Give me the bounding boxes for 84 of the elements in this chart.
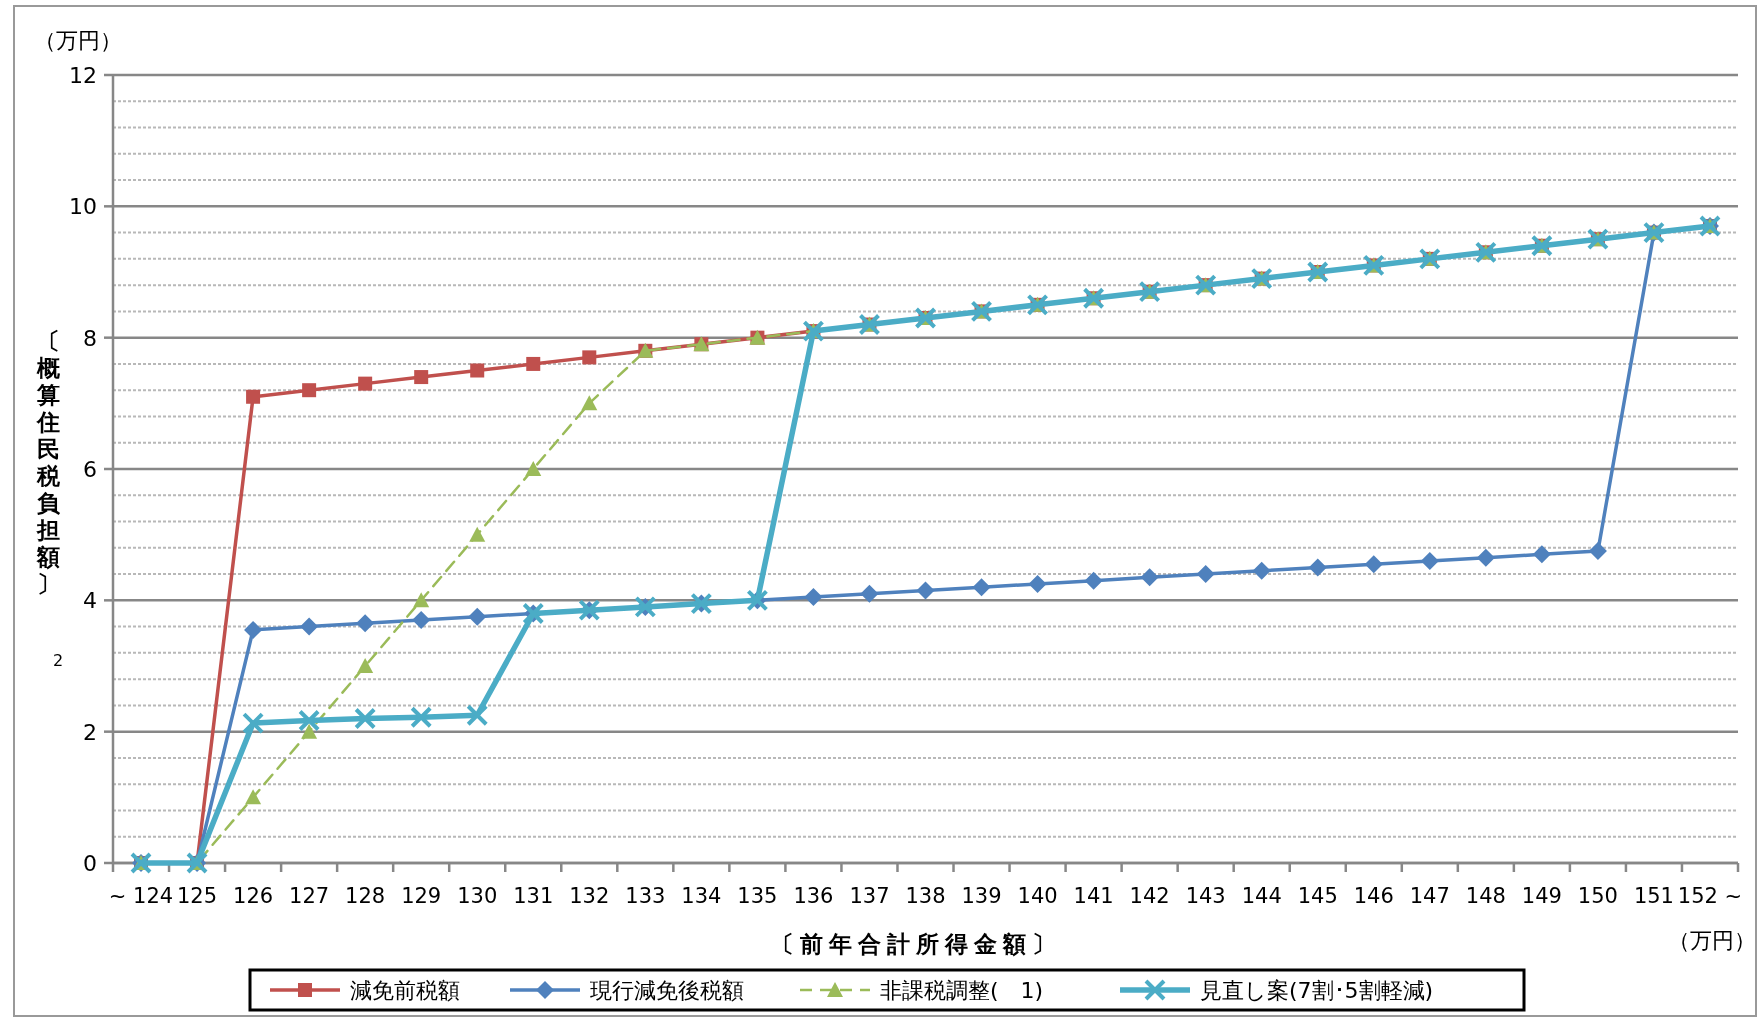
point	[526, 356, 541, 371]
point	[525, 461, 542, 476]
point	[354, 707, 377, 730]
x-tick-label: 140	[1017, 884, 1058, 908]
x-tick-label: 126	[233, 884, 274, 908]
point	[1420, 551, 1439, 570]
x-tick-label: 129	[401, 884, 442, 908]
x-tick-label: 138	[905, 884, 946, 908]
x-tick-label: 130	[457, 884, 498, 908]
point	[245, 789, 262, 805]
y-tick-label: 4	[83, 588, 97, 614]
point	[413, 592, 430, 608]
point	[860, 584, 879, 603]
legend-label: 現行減免後税額	[590, 978, 744, 1003]
point	[410, 706, 433, 729]
point	[414, 370, 429, 385]
text: （万円）	[1668, 928, 1756, 953]
point	[358, 376, 373, 391]
text: （万円）	[34, 28, 122, 53]
x-tick-label: 127	[289, 884, 330, 908]
x-tick-label: 143	[1185, 884, 1226, 908]
point	[1308, 558, 1327, 577]
y-tick-label: 8	[83, 325, 97, 351]
point	[246, 389, 261, 404]
legend-label: 非課税調整( 1)	[880, 978, 1044, 1003]
point	[1252, 561, 1271, 580]
point	[302, 383, 317, 398]
x-tick-label: 134	[681, 884, 722, 908]
x-tick-label: ~ 124	[108, 884, 174, 908]
x-tick-label: 125	[177, 884, 218, 908]
text: 2	[52, 651, 64, 670]
x-tick-label: 131	[513, 884, 554, 908]
x-tick-label: 132	[569, 884, 610, 908]
point	[916, 581, 935, 600]
point	[1364, 555, 1383, 574]
point	[804, 588, 823, 607]
x-tick-label: 137	[849, 884, 890, 908]
point	[298, 709, 321, 732]
x-tick-label: 148	[1465, 884, 1506, 908]
text: 〔概算住民税負担額〕	[36, 327, 60, 597]
legend-label: 減免前税額	[350, 978, 460, 1003]
point	[412, 611, 431, 630]
x-tick-label: 150	[1577, 884, 1618, 908]
y-tick-label: 0	[83, 851, 97, 876]
point	[1028, 574, 1047, 593]
x-tick-label: 147	[1409, 884, 1450, 908]
point	[1532, 545, 1551, 564]
point	[242, 712, 265, 735]
x-tick-label: 139	[961, 884, 1002, 908]
point	[1476, 548, 1495, 567]
point	[356, 614, 375, 633]
x-tick-label: 142	[1129, 884, 1170, 908]
x-tick-label: 136	[793, 884, 834, 908]
x-tick-label: 151	[1633, 884, 1674, 908]
point	[470, 363, 485, 378]
point	[244, 620, 263, 639]
x-tick-label: 152 ~	[1677, 884, 1743, 908]
x-tick-label: 141	[1073, 884, 1114, 908]
x-tick-label: 128	[345, 884, 386, 908]
point	[468, 607, 487, 626]
x-axis-title: 〔前年合計所得金額〕	[770, 931, 1061, 957]
x-tick-label: 133	[625, 884, 666, 908]
y-tick-label: 10	[69, 194, 97, 220]
y-tick-label: 6	[83, 457, 97, 482]
y-tick-label: 2	[83, 719, 97, 745]
x-tick-label: 135	[737, 884, 778, 908]
point	[582, 350, 597, 365]
point	[1196, 565, 1215, 584]
x-tick-label: 146	[1353, 884, 1394, 908]
point	[1588, 542, 1607, 561]
y-tick-label: 12	[69, 63, 97, 88]
point	[972, 578, 991, 597]
point	[357, 658, 374, 673]
point	[466, 704, 489, 727]
point	[1084, 571, 1103, 590]
x-tick-label: 144	[1241, 884, 1282, 908]
point	[301, 723, 318, 739]
point	[300, 617, 319, 636]
x-tick-label: 145	[1297, 884, 1338, 908]
point	[581, 395, 598, 411]
point	[469, 526, 486, 542]
point	[1140, 568, 1159, 587]
x-tick-label: 149	[1521, 884, 1562, 908]
legend-label: 見直し案(7割･5割軽減)	[1200, 978, 1434, 1003]
